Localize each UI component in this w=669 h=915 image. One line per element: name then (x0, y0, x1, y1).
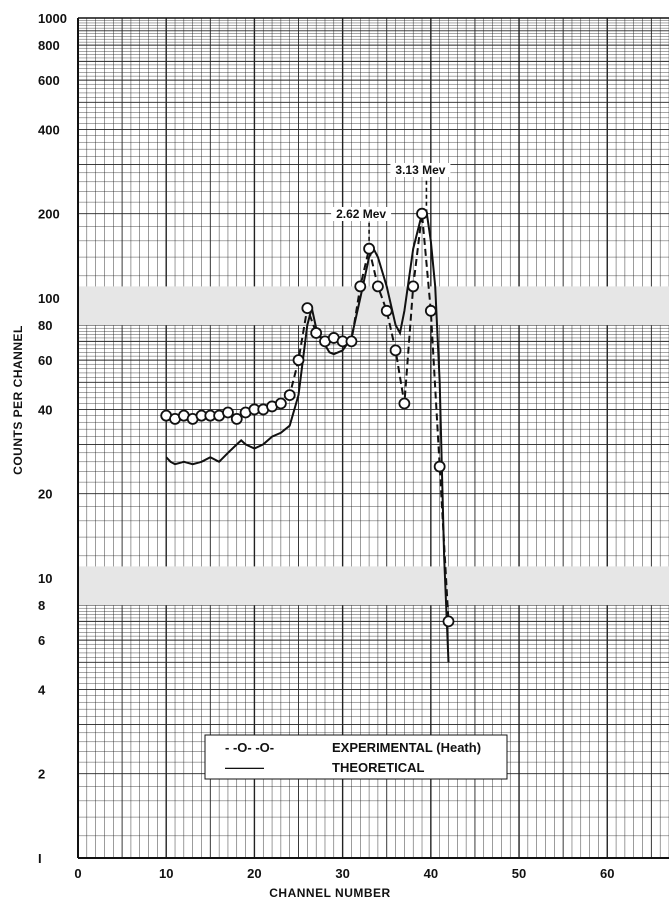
experimental-point (389, 344, 402, 357)
decade-band (78, 566, 669, 606)
y-tick-label: 1000 (38, 11, 67, 26)
y-tick-label: 4 (38, 682, 46, 697)
y-tick-label: 400 (38, 122, 60, 137)
y-tick-label: 80 (38, 318, 52, 333)
experimental-point (283, 389, 296, 402)
x-tick-label: 40 (424, 866, 438, 881)
x-tick-label: 30 (335, 866, 349, 881)
y-tick-label: 100 (38, 291, 60, 306)
legend-symbol-theoretical: ——— (225, 760, 264, 775)
axes: 0 10 20 30 40 50 60 1000 800 600 400 200 100 80 60 40 20… (38, 11, 669, 881)
legend-label-experimental: EXPERIMENTAL (Heath) (332, 740, 481, 755)
y-tick-label: 2 (38, 767, 45, 782)
y-tick-label: I (38, 851, 42, 866)
annotations: 2.62 Mev 3.13 Mev (331, 163, 451, 241)
y-tick-label: 600 (38, 73, 60, 88)
experimental-point (398, 397, 411, 410)
y-tick-label: 10 (38, 571, 52, 586)
legend-box (204, 734, 508, 780)
experimental-point (380, 304, 393, 317)
experimental-point (345, 335, 358, 348)
annotation-label: 2.62 Mev (336, 207, 386, 221)
experimental-point (274, 397, 287, 410)
plot-area (160, 207, 455, 663)
experimental-point (372, 280, 384, 293)
grid (77, 17, 669, 859)
decade-shading (78, 286, 669, 606)
y-axis-label: COUNTS PER CHANNEL (11, 325, 25, 475)
y-tick-label: 200 (38, 207, 60, 222)
experimental-point (363, 242, 375, 255)
experimental-point (354, 280, 367, 293)
y-tick-label: 60 (38, 353, 52, 368)
annotation-bg (331, 207, 392, 221)
experimental-point (301, 302, 314, 315)
experimental-point (442, 615, 455, 628)
x-tick-label: 10 (159, 866, 173, 881)
y-tick-label: 6 (38, 633, 45, 648)
legend: - -O- -O- EXPERIMENTAL (Heath) ——— THEOR… (204, 734, 508, 780)
annotation-label: 3.13 Mev (395, 163, 445, 177)
experimental-point (230, 413, 243, 425)
annotation-bg (390, 163, 451, 177)
x-tick-label: 50 (512, 866, 526, 881)
experimental-point (433, 460, 446, 473)
experimental-point (424, 304, 437, 317)
experimental-point (310, 327, 323, 339)
x-tick-label: 20 (247, 866, 261, 881)
y-tick-label: 800 (38, 38, 60, 53)
y-tick-label: 40 (38, 402, 52, 417)
x-tick-label: 0 (74, 866, 81, 881)
x-tick-label: 60 (600, 866, 614, 881)
legend-label-theoretical: THEORETICAL (332, 760, 425, 775)
experimental-point (407, 280, 420, 293)
y-tick-label: 8 (38, 598, 45, 613)
y-tick-label: 20 (38, 487, 52, 502)
x-axis-label: CHANNEL NUMBER (269, 886, 390, 900)
experimental-point (292, 354, 305, 367)
experimental-point (416, 207, 428, 220)
experimental-point (222, 406, 234, 419)
decade-band (78, 286, 669, 326)
legend-symbol-experimental: - -O- -O- (225, 740, 274, 755)
